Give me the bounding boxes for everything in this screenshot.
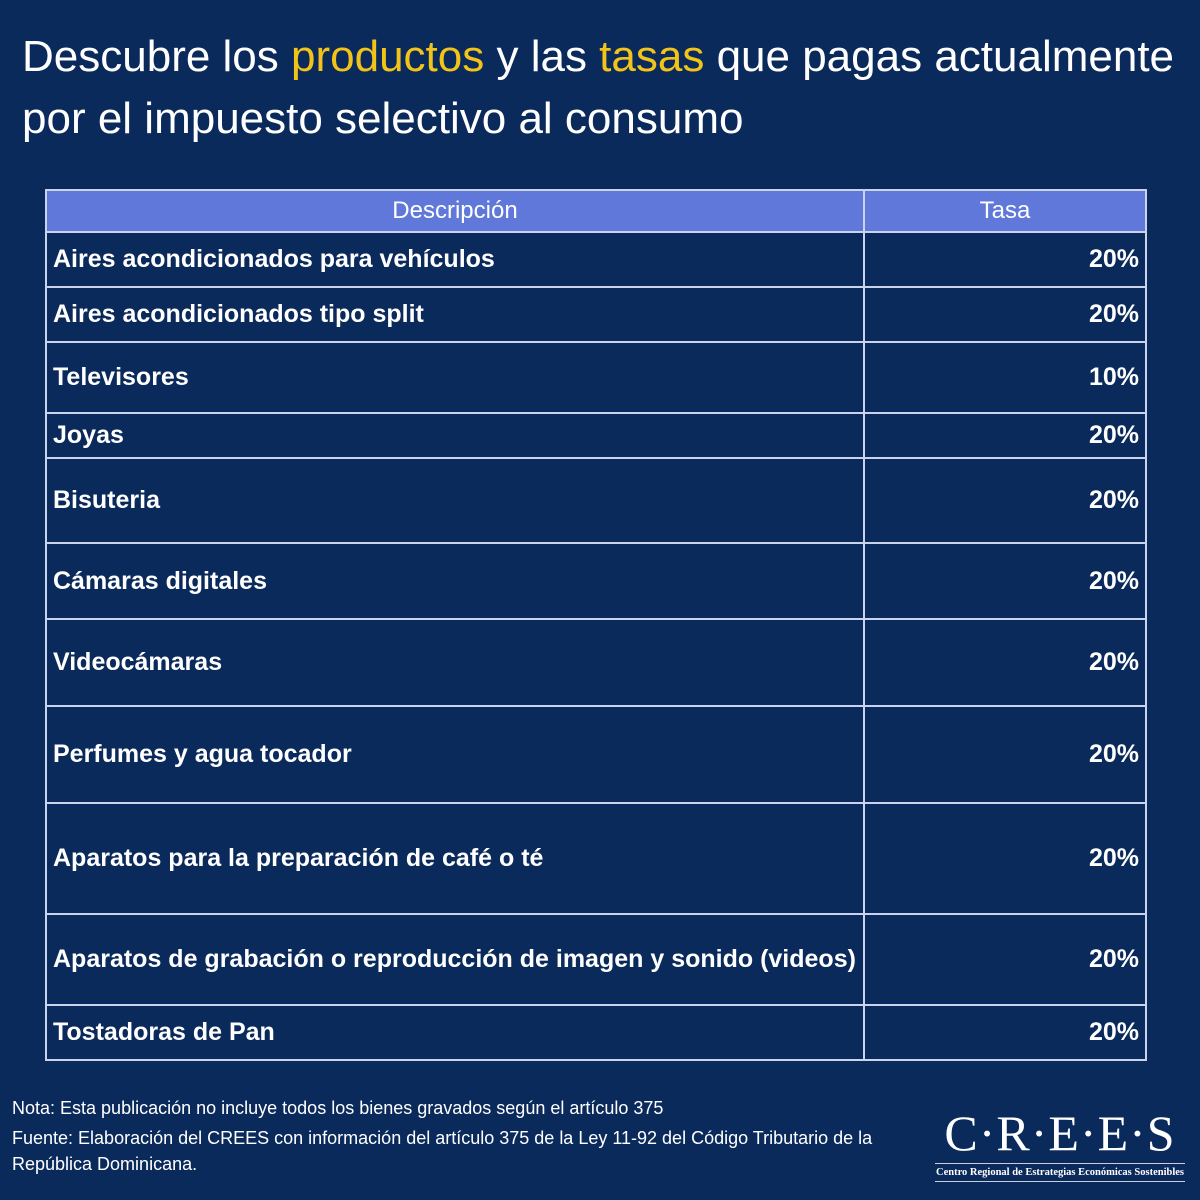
row-rate: 20% — [863, 457, 1147, 544]
title-highlight-rates: tasas — [599, 32, 705, 81]
row-description: Bisuteria — [45, 457, 865, 544]
title-text: que pagas actualmente por el impuesto se… — [22, 32, 1175, 143]
table-row: Televisores 10% — [45, 341, 1147, 414]
row-rate: 20% — [863, 231, 1147, 288]
footnotes: Nota: Esta publicación no incluye todos … — [12, 1093, 942, 1177]
header-description: Descripción — [45, 189, 865, 233]
title-text: Descubre los — [22, 32, 292, 81]
table-row: Bisuteria 20% — [45, 457, 1147, 544]
row-description: Aparatos para la preparación de café o t… — [45, 802, 865, 915]
row-rate: 20% — [863, 412, 1147, 459]
table-row: Videocámaras 20% — [45, 618, 1147, 707]
row-description: Cámaras digitales — [45, 542, 865, 620]
row-rate: 20% — [863, 705, 1147, 804]
row-description: Videocámaras — [45, 618, 865, 707]
row-rate: 20% — [863, 286, 1147, 343]
table-row: Aparatos para la preparación de café o t… — [45, 802, 1147, 915]
row-description: Aparatos de grabación o reproducción de … — [45, 913, 865, 1006]
row-rate: 20% — [863, 913, 1147, 1006]
row-description: Joyas — [45, 412, 865, 459]
tax-table: Descripción Tasa Aires acondicionados pa… — [45, 189, 1147, 1061]
note-text: Nota: Esta publicación no incluye todos … — [12, 1098, 664, 1118]
row-rate: 20% — [863, 802, 1147, 915]
table-row: Tostadoras de Pan 20% — [45, 1004, 1147, 1061]
table-row: Cámaras digitales 20% — [45, 542, 1147, 620]
row-description: Tostadoras de Pan — [45, 1004, 865, 1061]
row-description: Aires acondicionados tipo split — [45, 286, 865, 343]
crees-logo: C·R·E·E·S Centro Regional de Estrategias… — [935, 1105, 1185, 1182]
table-header: Descripción Tasa — [45, 189, 1147, 233]
header-rate: Tasa — [863, 189, 1147, 233]
row-rate: 20% — [863, 542, 1147, 620]
source-text: Fuente: Elaboración del CREES con inform… — [12, 1128, 873, 1174]
logo-name: C·R·E·E·S — [944, 1105, 1176, 1161]
table-row: Aires acondicionados para vehículos 20% — [45, 231, 1147, 288]
table-row: Aparatos de grabación o reproducción de … — [45, 913, 1147, 1006]
row-description: Perfumes y agua tocador — [45, 705, 865, 804]
table-row: Perfumes y agua tocador 20% — [45, 705, 1147, 804]
row-rate: 20% — [863, 618, 1147, 707]
row-description: Aires acondicionados para vehículos — [45, 231, 865, 288]
title-text: y las — [484, 32, 600, 81]
table-row: Joyas 20% — [45, 412, 1147, 459]
logo-subtitle: Centro Regional de Estrategias Económica… — [935, 1163, 1185, 1182]
row-rate: 20% — [863, 1004, 1147, 1061]
row-rate: 10% — [863, 341, 1147, 414]
table-row: Aires acondicionados tipo split 20% — [45, 286, 1147, 343]
row-description: Televisores — [45, 341, 865, 414]
title-highlight-products: productos — [291, 32, 485, 81]
page-title: Descubre los productos y las tasas que p… — [22, 26, 1182, 150]
